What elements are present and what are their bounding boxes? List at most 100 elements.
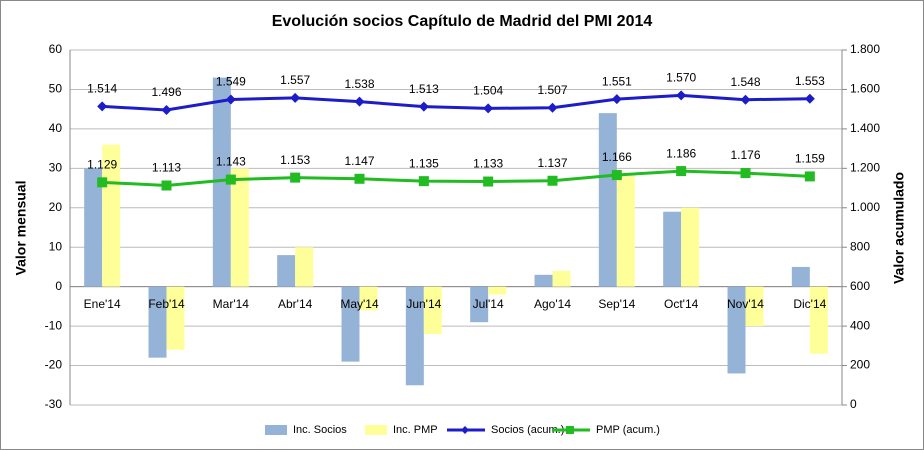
data-label: 1.538 xyxy=(344,77,374,91)
marker xyxy=(676,166,687,177)
y2-tick-label: 1.600 xyxy=(850,82,880,96)
legend-marker xyxy=(461,426,469,434)
y2-axis-title: Valor acumulado xyxy=(891,172,907,284)
x-tick-label: Sep'14 xyxy=(598,297,635,311)
x-tick-label: Jun'14 xyxy=(406,297,441,311)
y-tick-label: -10 xyxy=(45,318,63,332)
legend-label: Socios (acum.) xyxy=(491,424,564,436)
bar xyxy=(488,286,507,295)
marker xyxy=(804,171,815,182)
marker xyxy=(161,104,172,115)
legend-swatch xyxy=(365,425,387,435)
line-series xyxy=(102,169,810,187)
line-series xyxy=(102,93,810,112)
marker xyxy=(418,101,429,112)
data-label: 1.553 xyxy=(795,74,825,88)
marker xyxy=(483,176,494,187)
y2-tick-label: 800 xyxy=(850,239,870,253)
bar xyxy=(405,286,424,386)
data-label: 1.176 xyxy=(730,148,760,162)
data-label: 1.143 xyxy=(216,155,246,169)
bar xyxy=(534,274,553,287)
bar xyxy=(295,247,314,287)
bar xyxy=(84,168,103,287)
data-label: 1.549 xyxy=(216,75,246,89)
marker xyxy=(225,174,236,185)
bar xyxy=(148,286,167,358)
bar xyxy=(727,286,746,374)
marker xyxy=(547,175,558,186)
x-tick-label: Jul'14 xyxy=(473,297,504,311)
bar xyxy=(470,286,489,323)
marker xyxy=(740,168,751,179)
y-tick-label: 50 xyxy=(49,82,63,96)
data-label: 1.507 xyxy=(537,83,567,97)
data-label: 1.570 xyxy=(666,71,696,85)
data-label: 1.186 xyxy=(666,146,696,160)
marker xyxy=(225,94,236,105)
marker xyxy=(547,102,558,113)
data-label: 1.548 xyxy=(730,75,760,89)
marker xyxy=(354,96,365,107)
bar xyxy=(166,286,185,350)
data-label: 1.133 xyxy=(473,157,503,171)
y2-tick-label: 0 xyxy=(850,397,857,411)
marker xyxy=(483,103,494,114)
x-tick-label: May'14 xyxy=(340,297,379,311)
data-label: 1.496 xyxy=(151,85,181,99)
bar xyxy=(681,207,700,287)
y2-tick-label: 1.400 xyxy=(850,121,880,135)
data-label: 1.153 xyxy=(280,153,310,167)
y-tick-label: 10 xyxy=(49,239,63,253)
y-axis-title: Valor mensual xyxy=(13,181,29,276)
marker xyxy=(676,90,687,101)
y2-tick-label: 200 xyxy=(850,358,870,372)
x-tick-label: Dic'14 xyxy=(793,297,826,311)
bar xyxy=(341,286,360,362)
y2-tick-label: 400 xyxy=(850,318,870,332)
y-tick-label: 0 xyxy=(55,279,62,293)
data-label: 1.514 xyxy=(87,82,117,96)
y-tick-label: -30 xyxy=(45,397,63,411)
data-label: 1.513 xyxy=(409,82,439,96)
legend-label: PMP (acum.) xyxy=(596,424,660,436)
marker xyxy=(97,177,108,188)
data-label: 1.166 xyxy=(602,150,632,164)
bar xyxy=(809,286,828,354)
x-tick-label: Abr'14 xyxy=(278,297,313,311)
y-tick-label: 30 xyxy=(49,161,63,175)
marker xyxy=(418,176,429,187)
legend-swatch xyxy=(265,425,287,435)
data-label: 1.159 xyxy=(795,152,825,166)
bar xyxy=(552,270,571,287)
bar xyxy=(663,211,682,287)
bar xyxy=(212,77,231,287)
bar xyxy=(616,176,635,287)
marker xyxy=(740,94,751,105)
y2-tick-label: 1.000 xyxy=(850,200,880,214)
marker xyxy=(290,92,301,103)
marker xyxy=(611,94,622,105)
y2-tick-label: 1.800 xyxy=(850,42,880,56)
data-label: 1.135 xyxy=(409,156,439,170)
legend-marker xyxy=(566,426,574,434)
legend-label: Inc. PMP xyxy=(393,424,438,436)
bar xyxy=(745,286,764,327)
y-tick-label: 40 xyxy=(49,121,63,135)
data-label: 1.113 xyxy=(152,161,181,175)
legend-label: Inc. Socios xyxy=(293,424,347,436)
marker xyxy=(611,170,622,181)
bar xyxy=(277,255,296,287)
x-tick-label: Oct'14 xyxy=(664,297,699,311)
y2-tick-label: 1.200 xyxy=(850,161,880,175)
x-tick-label: Mar'14 xyxy=(213,297,250,311)
y2-tick-label: 600 xyxy=(850,279,870,293)
bar xyxy=(423,286,442,334)
y-tick-label: -20 xyxy=(45,358,63,372)
x-tick-label: Feb'14 xyxy=(148,297,185,311)
x-tick-label: Ene'14 xyxy=(84,297,121,311)
data-label: 1.147 xyxy=(344,154,374,168)
bar xyxy=(791,266,810,287)
